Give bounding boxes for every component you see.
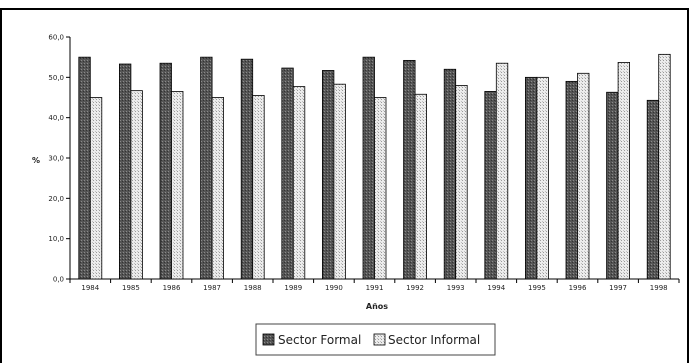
y-axis: 0,0 10,0 20,0 30,0 40,0 50,0 60,0 bbox=[48, 34, 71, 284]
x-axis: 1984 1985 1986 1987 1988 1989 1990 1991 1992 1993… bbox=[69, 278, 680, 292]
x-tick-label: 1995 bbox=[528, 284, 546, 292]
x-tick-label: 1985 bbox=[122, 284, 140, 292]
legend: Sector Formal Sector Informal bbox=[255, 323, 496, 356]
x-tick-label: 1996 bbox=[569, 284, 587, 292]
bar-informal-1992 bbox=[414, 93, 428, 280]
bar-informal-1986 bbox=[171, 91, 184, 280]
bar-informal-1988 bbox=[252, 95, 265, 280]
bar-formal-1987 bbox=[200, 56, 213, 280]
bar-informal-1994 bbox=[495, 62, 509, 280]
bar-formal-1990 bbox=[321, 70, 335, 280]
bar-formal-1992 bbox=[403, 59, 416, 280]
bar-formal-1989 bbox=[281, 67, 294, 280]
bar-formal-1997 bbox=[606, 91, 619, 280]
x-tick-label: 1990 bbox=[325, 284, 343, 292]
y-tick-label: 10,0 bbox=[48, 235, 64, 243]
x-tick-label: 1988 bbox=[244, 284, 262, 292]
bars bbox=[78, 53, 671, 280]
x-axis-title: Años bbox=[366, 302, 388, 311]
y-tick-label: 50,0 bbox=[48, 74, 64, 82]
bar-informal-1997 bbox=[617, 62, 630, 280]
bar-informal-1998 bbox=[658, 53, 671, 280]
bar-formal-1986 bbox=[159, 62, 172, 280]
bar-informal-1995 bbox=[536, 76, 549, 280]
x-tick-label: 1998 bbox=[650, 284, 668, 292]
bar-informal-1991 bbox=[374, 97, 387, 280]
y-axis-title: % bbox=[32, 156, 40, 165]
y-tick-label: 0,0 bbox=[53, 276, 64, 284]
bar-informal-1984 bbox=[89, 97, 103, 280]
bar-formal-1988 bbox=[240, 58, 254, 280]
x-tick-label: 1984 bbox=[81, 284, 99, 292]
bar-formal-1991 bbox=[362, 56, 375, 280]
x-tick-label: 1993 bbox=[447, 284, 465, 292]
bar-informal-1987 bbox=[211, 97, 225, 280]
legend-label-formal: Sector Formal bbox=[278, 333, 361, 347]
bar-informal-1996 bbox=[577, 72, 590, 280]
legend-swatch-informal bbox=[373, 333, 386, 346]
bar-formal-1994 bbox=[484, 91, 497, 280]
y-tick-label: 60,0 bbox=[48, 34, 64, 42]
y-tick-label: 40,0 bbox=[48, 114, 64, 122]
bar-formal-1995 bbox=[525, 76, 538, 280]
y-tick-label: 20,0 bbox=[48, 195, 64, 203]
x-tick-label: 1992 bbox=[406, 284, 424, 292]
bar-formal-1984 bbox=[78, 56, 91, 280]
y-tick-label: 30,0 bbox=[48, 155, 64, 163]
bar-informal-1993 bbox=[455, 85, 468, 280]
x-tick-label: 1991 bbox=[366, 284, 384, 292]
bar-informal-1990 bbox=[333, 83, 346, 280]
legend-label-informal: Sector Informal bbox=[388, 333, 480, 347]
bar-formal-1998 bbox=[646, 99, 660, 280]
x-tick-label: 1987 bbox=[203, 284, 221, 292]
bar-informal-1985 bbox=[130, 90, 143, 280]
bar-formal-1996 bbox=[565, 80, 578, 280]
bar-formal-1985 bbox=[119, 63, 132, 280]
bar-formal-1993 bbox=[443, 68, 457, 280]
x-tick-label: 1994 bbox=[487, 284, 505, 292]
x-tick-label: 1989 bbox=[284, 284, 302, 292]
bar-informal-1989 bbox=[292, 86, 306, 280]
x-tick-label: 1986 bbox=[163, 284, 181, 292]
x-tick-label: 1997 bbox=[609, 284, 627, 292]
legend-swatch-formal bbox=[262, 333, 275, 346]
